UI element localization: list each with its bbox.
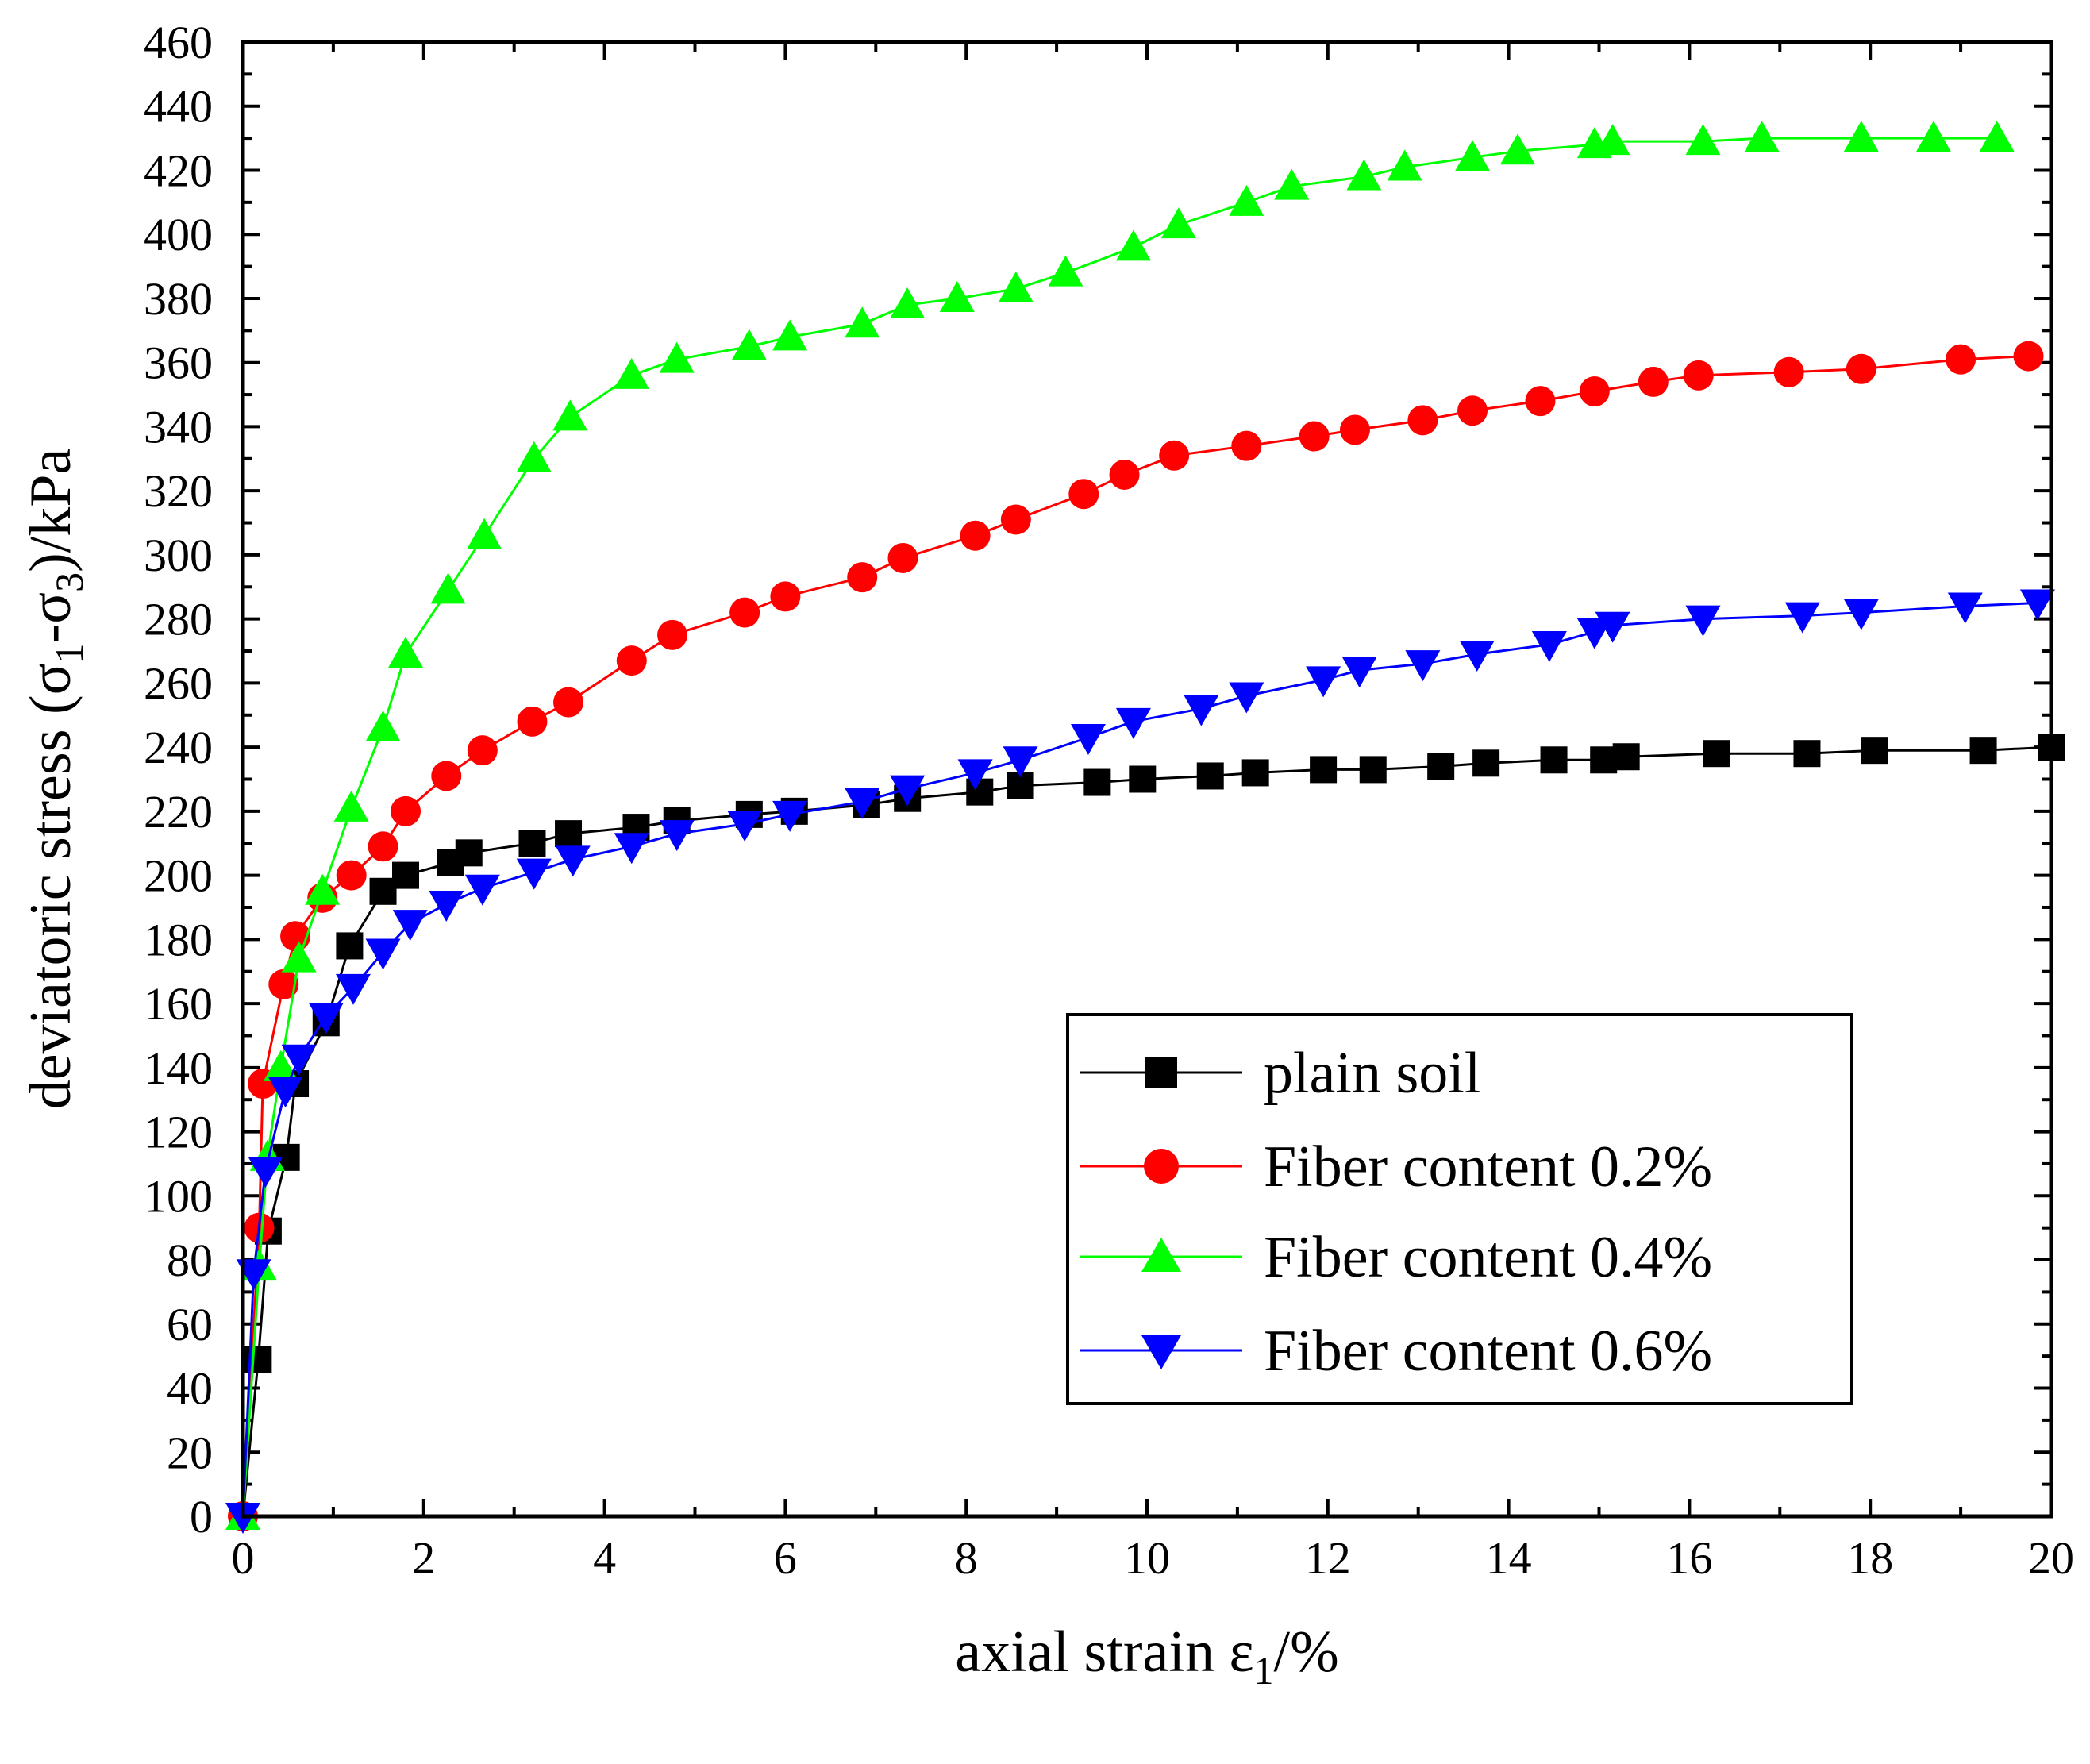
data-point (617, 645, 647, 676)
y-tick-label: 100 (144, 1170, 213, 1222)
data-point (517, 707, 547, 737)
data-point (1861, 737, 1888, 764)
data-point (1638, 367, 1669, 397)
data-point (1083, 769, 1110, 796)
x-tick-label: 4 (593, 1532, 616, 1584)
y-tick-label: 320 (144, 465, 213, 517)
x-tick-label: 12 (1305, 1532, 1351, 1584)
data-point (1541, 746, 1568, 773)
x-tick-label: 14 (1486, 1532, 1532, 1584)
data-point (336, 932, 363, 959)
legend-label-plain-soil: plain soil (1264, 1041, 1480, 1106)
legend: plain soil Fiber content 0.2% Fiber cont… (1068, 1015, 1852, 1404)
y-tick-label: 160 (144, 978, 213, 1030)
data-point (887, 543, 918, 573)
data-point (1525, 386, 1555, 416)
data-point (1846, 354, 1876, 384)
legend-label-fiber-04: Fiber content 0.4% (1264, 1225, 1712, 1290)
y-tick-label: 280 (144, 594, 213, 645)
data-point (1472, 749, 1499, 776)
data-point (391, 796, 421, 826)
y-tick-label: 260 (144, 657, 213, 709)
y-axis-title: deviatoric stress (σ1-σ3)/kPa (18, 449, 91, 1110)
x-axis-title: axial strain ε1/% (955, 1620, 1339, 1693)
x-tick-label: 16 (1666, 1532, 1712, 1584)
data-point (1703, 740, 1730, 767)
y-tick-label: 60 (167, 1299, 213, 1350)
y-tick-label: 180 (144, 914, 213, 965)
y-tick-label: 240 (144, 722, 213, 773)
legend-marker-plain-soil (1145, 1057, 1177, 1088)
x-tick-label: 8 (955, 1532, 978, 1584)
y-tick-label: 400 (144, 209, 213, 260)
chart-canvas: 0 2 4 6 8 10 12 14 16 18 20 0 20 40 60 80 100 120 140 160 1… (0, 0, 2090, 1764)
x-tick-label: 20 (2028, 1532, 2074, 1584)
y-tick-label: 460 (144, 17, 213, 68)
data-point (392, 862, 419, 889)
data-point (368, 831, 398, 861)
data-point (1001, 505, 1031, 535)
data-point (966, 779, 993, 806)
data-point (2014, 341, 2044, 372)
y-tick-label: 300 (144, 530, 213, 581)
x-tick-label: 0 (232, 1532, 255, 1584)
data-point (657, 620, 687, 650)
data-point (468, 735, 498, 765)
y-tick-label: 440 (144, 81, 213, 133)
data-point (1129, 766, 1156, 793)
data-point (1299, 422, 1330, 452)
x-tick-label: 6 (774, 1532, 797, 1584)
data-point (1231, 431, 1261, 461)
data-point (1242, 759, 1269, 786)
data-point (1946, 345, 1976, 375)
y-tick-label: 40 (167, 1363, 213, 1415)
data-point (555, 820, 582, 847)
y-tick-label: 20 (167, 1427, 213, 1478)
x-tick-label: 2 (412, 1532, 435, 1584)
data-point (1310, 756, 1337, 783)
data-point (1580, 376, 1610, 406)
data-point (1197, 762, 1224, 789)
data-point (337, 861, 367, 891)
chart-background (0, 0, 2090, 1764)
data-point (1457, 395, 1488, 426)
data-point (1774, 357, 1804, 387)
data-point (456, 839, 483, 866)
data-point (1360, 756, 1387, 783)
data-point (729, 598, 760, 628)
y-tick-label: 200 (144, 850, 213, 902)
x-tick-label: 10 (1124, 1532, 1170, 1584)
y-tick-label: 380 (144, 273, 213, 325)
data-point (553, 687, 583, 718)
y-tick-label: 0 (190, 1491, 213, 1543)
data-point (1068, 479, 1099, 509)
data-point (1407, 405, 1438, 435)
data-point (1159, 441, 1189, 471)
y-tick-label: 120 (144, 1107, 213, 1158)
data-point (770, 581, 800, 611)
data-point (1427, 753, 1454, 780)
y-tick-label: 420 (144, 144, 213, 196)
data-point (431, 761, 461, 791)
data-point (1793, 740, 1820, 767)
data-point (518, 830, 545, 857)
data-point (1970, 737, 1997, 764)
legend-label-fiber-02: Fiber content 0.2% (1264, 1134, 1712, 1200)
y-tick-label: 80 (167, 1234, 213, 1286)
y-tick-label: 220 (144, 786, 213, 838)
legend-marker-fiber-02 (1144, 1149, 1179, 1184)
legend-label-fiber-06: Fiber content 0.6% (1264, 1319, 1712, 1384)
data-point (1613, 743, 1640, 770)
y-tick-label: 140 (144, 1042, 213, 1094)
data-point (1110, 460, 1140, 490)
y-tick-label: 340 (144, 401, 213, 453)
y-tick-label: 360 (144, 337, 213, 389)
data-point (1684, 360, 1714, 391)
data-point (847, 562, 877, 592)
x-tick-label: 18 (1847, 1532, 1893, 1584)
data-point (960, 521, 991, 551)
data-point (1340, 414, 1370, 445)
